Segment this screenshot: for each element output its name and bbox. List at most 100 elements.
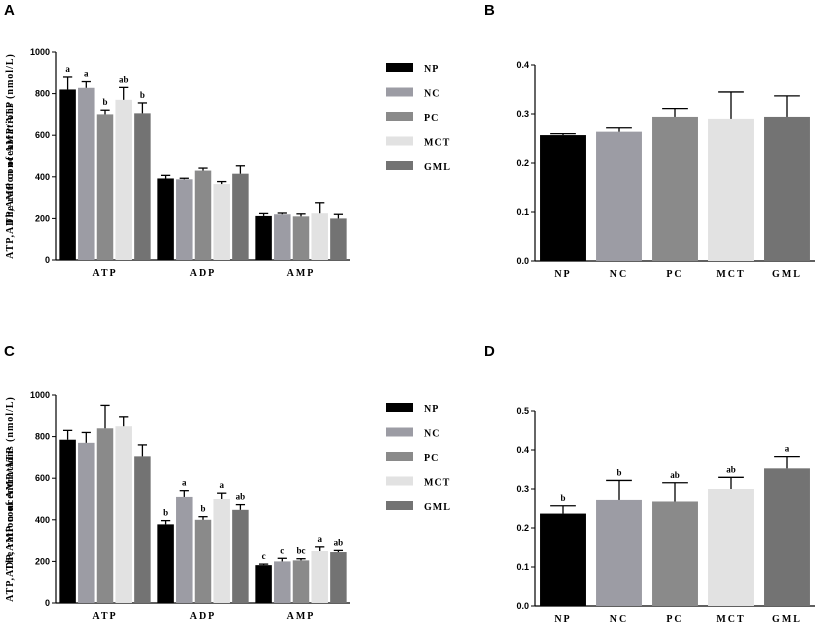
significance-label: c xyxy=(262,551,266,561)
x-category-label: GML xyxy=(772,614,802,625)
y-tick-label: 0.2 xyxy=(516,523,529,533)
y-tick-label: 0.3 xyxy=(516,109,529,119)
bar xyxy=(157,178,174,260)
bar xyxy=(311,213,328,260)
y-tick-label: 0.4 xyxy=(516,60,529,70)
legend-label: NC xyxy=(424,89,440,100)
x-category-label: NP xyxy=(554,269,571,280)
y-axis-title: The ration of AMP/ATP xyxy=(5,101,16,225)
significance-label: ab xyxy=(670,470,680,480)
y-tick-label: 600 xyxy=(35,130,50,140)
bar xyxy=(96,428,114,603)
bar xyxy=(596,499,642,606)
y-axis-title: ATP,ADP,AMP concentrations (nmol/L) xyxy=(5,396,16,602)
y-tick-label: 1000 xyxy=(30,47,50,57)
y-tick-label: 0.4 xyxy=(516,445,529,455)
x-category-label: AMP xyxy=(287,268,316,279)
bar xyxy=(540,135,586,261)
panel-letter: B xyxy=(484,2,495,19)
x-category-label: ADP xyxy=(190,268,217,279)
bar xyxy=(59,439,76,603)
legend-swatch xyxy=(386,63,413,72)
legend-swatch xyxy=(386,112,413,121)
significance-label: b xyxy=(616,467,621,477)
y-tick-label: 0 xyxy=(45,255,50,265)
y-tick-label: 200 xyxy=(35,213,50,223)
panel-C: C 0 200 400 600 800 1000 ATP,ADP,AMP concentrat… xyxy=(4,343,451,622)
bar xyxy=(708,489,754,606)
legend-swatch xyxy=(386,87,413,97)
panel-D: D 0.0 0.1 0.2 0.3 0.4 0.5 The ration of AMP/ATP… xyxy=(5,343,815,625)
panel-letter: C xyxy=(4,343,15,360)
y-tick-label: 0.1 xyxy=(516,562,529,572)
x-category-label: NP xyxy=(554,614,571,625)
x-category-label: ADP xyxy=(190,611,217,622)
legend-label: NP xyxy=(424,64,439,75)
legend-swatch xyxy=(386,452,413,461)
significance-label: b xyxy=(140,90,145,100)
y-tick-label: 0.2 xyxy=(516,158,529,168)
bar xyxy=(232,173,249,260)
panel-letter: A xyxy=(4,2,15,19)
legend-swatch xyxy=(386,501,413,510)
y-tick-label: 400 xyxy=(35,515,50,525)
bar xyxy=(115,99,132,260)
y-tick-label: 800 xyxy=(35,432,50,442)
legend-label: MCT xyxy=(424,478,450,489)
legend-label: GML xyxy=(424,502,451,513)
significance-label: b xyxy=(102,97,107,107)
legend-swatch xyxy=(386,427,413,437)
bar xyxy=(652,116,698,261)
significance-label: c xyxy=(280,545,284,555)
legend-label: PC xyxy=(424,453,439,464)
bar xyxy=(176,179,193,260)
legend-label: MCT xyxy=(424,138,450,149)
bar xyxy=(78,442,95,603)
bar xyxy=(134,113,151,260)
bar xyxy=(540,513,586,606)
y-tick-label: 0 xyxy=(45,598,50,608)
bar xyxy=(274,214,291,260)
legend-label: NC xyxy=(424,429,440,440)
bar xyxy=(96,114,114,261)
x-category-label: PC xyxy=(666,614,683,625)
x-category-label: NC xyxy=(610,614,628,625)
bar xyxy=(59,89,76,260)
bar xyxy=(596,131,642,261)
x-category-label: MCT xyxy=(716,269,745,280)
significance-label: a xyxy=(65,64,70,74)
legend-label: PC xyxy=(424,113,439,124)
x-category-label: AMP xyxy=(287,611,316,622)
bar xyxy=(213,184,230,260)
bar xyxy=(292,216,310,260)
bar xyxy=(330,218,347,260)
bar xyxy=(232,509,249,603)
x-category-label: NC xyxy=(610,269,628,280)
bar xyxy=(708,118,754,262)
x-category-label: ATP xyxy=(92,268,117,279)
bar xyxy=(764,468,810,606)
x-category-label: PC xyxy=(666,269,683,280)
bar xyxy=(194,519,212,603)
bar xyxy=(311,551,328,603)
significance-label: ab xyxy=(236,492,246,502)
bar xyxy=(194,170,212,260)
y-tick-label: 0.3 xyxy=(516,484,529,494)
panel-A: A 0 200 400 600 800 1000 ATP,ADP,AMP concentrat… xyxy=(4,2,450,279)
significance-label: a xyxy=(785,444,790,454)
significance-label: a xyxy=(84,69,89,79)
significance-label: b xyxy=(200,504,205,514)
legend-label: NP xyxy=(424,404,439,415)
legend-swatch xyxy=(386,136,413,146)
legend-swatch xyxy=(386,476,413,486)
x-category-label: GML xyxy=(772,269,802,280)
significance-label: b xyxy=(163,508,168,518)
bar xyxy=(652,501,698,606)
legend: NP NC PC MCT GML xyxy=(386,403,451,513)
bar xyxy=(115,426,132,603)
bar xyxy=(78,87,95,260)
significance-label: ab xyxy=(119,74,129,84)
legend: NP NC PC MCT GML xyxy=(386,63,450,173)
